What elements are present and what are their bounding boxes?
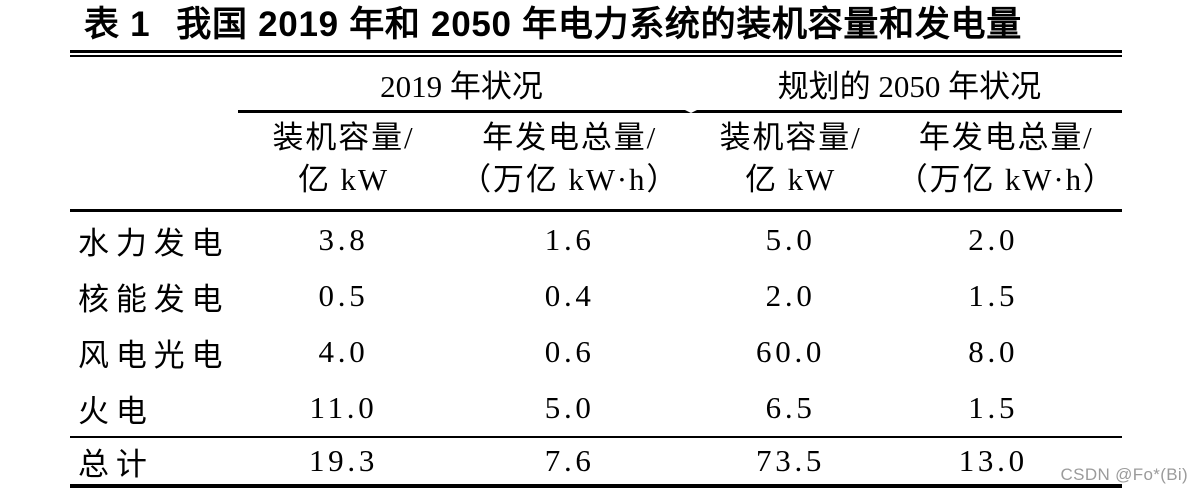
capacity-generation-table: 2019 年状况 规划的 2050 年状况 装机容量/ 亿 kW 年发电总量/ … xyxy=(70,57,1122,484)
corner-cell xyxy=(70,113,239,212)
corner-cell xyxy=(70,57,238,113)
table-row-thermal: 火电 11.0 5.0 6.5 1.5 xyxy=(70,380,1122,436)
group-header-2019: 2019 年状况 xyxy=(238,57,691,113)
row-label: 核能发电 xyxy=(78,281,230,317)
table-row-wind-solar: 风电光电 4.0 0.6 60.0 8.0 xyxy=(70,324,1122,380)
total-cell-value: 19.3 xyxy=(238,436,449,484)
table-row-total: 总计 19.3 7.6 73.5 13.0 xyxy=(70,436,1122,484)
total-cell-value: 7.6 xyxy=(448,436,691,484)
cell-value: 8.0 xyxy=(968,334,1019,369)
cell-value: 60.0 xyxy=(756,334,826,369)
cell-value: 4.0 xyxy=(318,334,369,369)
col-header-2019-capacity: 装机容量/ 亿 kW xyxy=(238,113,449,212)
top-rule-thin xyxy=(70,55,1122,57)
col-header-2050-capacity: 装机容量/ 亿 kW xyxy=(690,113,891,212)
cell-value: 0.5 xyxy=(318,278,369,313)
group-header-2050: 规划的 2050 年状况 xyxy=(690,57,1122,113)
total-cell-value: 73.5 xyxy=(690,436,891,484)
cell-value: 11.0 xyxy=(309,390,378,425)
sub-header-row: 装机容量/ 亿 kW 年发电总量/ （万亿 kW·h） 装机容量/ 亿 kW 年… xyxy=(70,113,1122,212)
bottom-rule xyxy=(70,484,1122,488)
row-label: 水力发电 xyxy=(78,225,230,261)
data-table-figure: 2019 年状况 规划的 2050 年状况 装机容量/ 亿 kW 年发电总量/ … xyxy=(70,50,1122,488)
table-number: 表 1 xyxy=(84,5,151,44)
cell-value: 1.5 xyxy=(968,390,1019,425)
col-header-2050-generation: 年发电总量/ （万亿 kW·h） xyxy=(890,113,1122,212)
cell-value: 3.8 xyxy=(318,222,369,257)
row-label: 风电光电 xyxy=(78,337,230,373)
cell-value: 5.0 xyxy=(765,222,816,257)
cell-value: 5.0 xyxy=(544,390,595,425)
table-title-text: 我国 2019 年和 2050 年电力系统的装机容量和发电量 xyxy=(176,5,1022,44)
total-cell-value: 13.0 xyxy=(890,436,1122,484)
cell-value: 2.0 xyxy=(765,278,816,313)
table-row-hydro: 水力发电 3.8 1.6 5.0 2.0 xyxy=(70,212,1122,268)
csdn-watermark: CSDN @Fo*(Bi) xyxy=(1060,465,1188,484)
top-rule-thick xyxy=(70,50,1122,53)
cell-value: 0.6 xyxy=(544,334,595,369)
cell-value: 0.4 xyxy=(544,278,595,313)
cell-value: 1.5 xyxy=(968,278,1019,313)
total-row-label: 总计 xyxy=(70,436,239,484)
top-rule-gap xyxy=(70,53,1122,55)
group-header-row: 2019 年状况 规划的 2050 年状况 xyxy=(70,57,1122,113)
table-title: 表 1 我国 2019 年和 2050 年电力系统的装机容量和发电量 xyxy=(84,2,1144,48)
cell-value: 2.0 xyxy=(968,222,1019,257)
row-label: 火电 xyxy=(78,393,154,429)
cell-value: 6.5 xyxy=(765,390,816,425)
cell-value: 1.6 xyxy=(544,222,595,257)
col-header-2019-generation: 年发电总量/ （万亿 kW·h） xyxy=(448,113,691,212)
table-row-nuclear: 核能发电 0.5 0.4 2.0 1.5 xyxy=(70,268,1122,324)
